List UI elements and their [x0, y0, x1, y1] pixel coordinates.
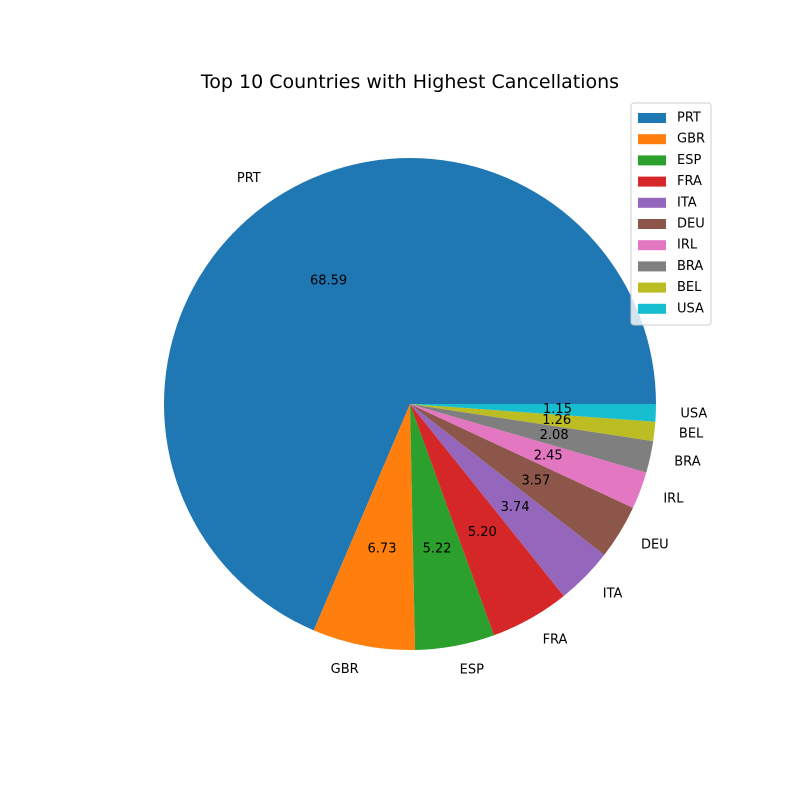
pie-slice-bra: [410, 404, 654, 473]
legend-label-bel: BEL: [677, 280, 702, 295]
slice-labels: PRT GBR ESP FRA ITA DEU IRL BRA BEL USA: [237, 171, 708, 678]
slice-value-gbr: 6.73: [368, 541, 397, 556]
pie-slice-ita: [410, 404, 605, 596]
legend-swatch-fra: [638, 176, 666, 187]
pie-slice-prt: [163, 157, 656, 631]
legend-swatch-bel: [638, 282, 666, 293]
legend-label-ita: ITA: [677, 195, 697, 210]
slice-value-bel: 1.26: [542, 413, 571, 428]
pie-slice-gbr: [313, 404, 416, 651]
slice-value-ita: 3.74: [501, 500, 530, 515]
pie-slice-irl: [410, 404, 647, 508]
slice-value-prt: 68.59: [310, 273, 347, 288]
slice-label-fra: FRA: [543, 632, 568, 647]
slice-value-irl: 2.45: [534, 448, 563, 463]
slice-label-deu: DEU: [641, 538, 669, 553]
pie-slice-usa: [410, 404, 656, 422]
legend-swatch-irl: [638, 240, 666, 251]
legend-swatch-deu: [638, 219, 666, 229]
legend-swatch-esp: [638, 155, 666, 166]
legend-swatch-usa: [638, 303, 666, 314]
legend-swatch-gbr: [638, 134, 666, 145]
slice-value-fra: 5.20: [468, 525, 497, 540]
slice-label-usa: USA: [680, 406, 707, 421]
legend-label-irl: IRL: [677, 238, 698, 253]
legend-label-bra: BRA: [677, 259, 703, 274]
slice-label-esp: ESP: [460, 663, 484, 678]
slice-label-irl: IRL: [663, 492, 684, 507]
legend-swatch-ita: [638, 197, 666, 208]
slice-label-ita: ITA: [603, 586, 623, 601]
legend-label-fra: FRA: [677, 174, 702, 189]
legend-label-esp: ESP: [677, 153, 701, 168]
legend-label-usa: USA: [677, 301, 704, 316]
legend-label-prt: PRT: [677, 111, 701, 126]
slice-label-bel: BEL: [679, 427, 704, 442]
slice-label-gbr: GBR: [331, 662, 359, 677]
pie-slice-esp: [410, 404, 495, 650]
legend-swatch-bra: [638, 261, 666, 272]
pie-slices: [163, 157, 656, 651]
legend-label-gbr: GBR: [677, 132, 705, 147]
pie-slice-fra: [410, 404, 564, 636]
percentage-labels: 68.59 6.73 5.22 5.20 3.74 3.57 2.45 2.081.261.1…: [310, 273, 572, 556]
slice-value-esp: 5.22: [423, 542, 452, 557]
slice-label-bra: BRA: [674, 455, 700, 470]
pie-slice-bel: [410, 404, 656, 442]
slice-value-usa: 1.15: [543, 402, 572, 417]
slice-value-bra: 2.08: [540, 428, 569, 443]
slice-label-prt: PRT: [237, 171, 261, 186]
pie-slice-deu: [410, 404, 633, 555]
legend-label-deu: DEU: [677, 217, 705, 232]
legend: PRT GBR ESP FRA ITA DEU IRL BRA BEL USA: [630, 102, 712, 326]
legend-swatch-prt: [638, 113, 666, 123]
slice-value-deu: 3.57: [521, 473, 550, 488]
chart-title: Top 10 Countries with Highest Cancellati…: [200, 71, 619, 93]
